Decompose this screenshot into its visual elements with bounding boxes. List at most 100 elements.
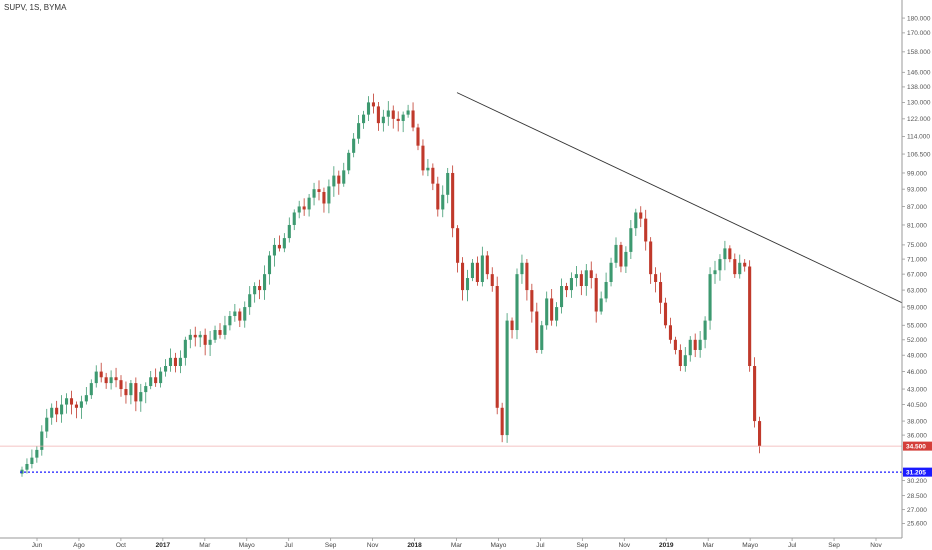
candle-body <box>243 307 247 321</box>
candle-body <box>322 191 326 204</box>
y-tick-label: 87.000 <box>907 204 927 211</box>
candle-body <box>505 320 509 436</box>
candle-body <box>411 110 415 128</box>
candle-body <box>79 401 83 408</box>
candle-body <box>574 274 578 279</box>
candle-body <box>352 138 356 153</box>
candle-body <box>723 248 727 260</box>
candle-body <box>713 270 717 275</box>
candle-body <box>173 357 177 367</box>
candle-body <box>540 325 544 350</box>
y-tick-label: 122.000 <box>907 116 931 123</box>
candle-body <box>119 380 123 390</box>
support-badge <box>903 467 932 477</box>
candle-body <box>94 371 98 384</box>
candle-body <box>703 320 707 340</box>
candle-body <box>421 145 425 171</box>
candle-body <box>297 206 301 213</box>
candle-body <box>69 398 74 405</box>
candles <box>20 93 762 477</box>
candle-body <box>609 262 613 282</box>
x-tick-label: Nov <box>367 542 379 549</box>
y-tick-label: 52.000 <box>907 337 927 344</box>
candle-body <box>733 259 737 275</box>
candle-body <box>248 294 252 308</box>
candle-body <box>688 339 692 356</box>
candle-body <box>357 123 361 139</box>
candle-body <box>436 183 440 210</box>
candle-body <box>233 311 237 317</box>
x-tick-label: 2019 <box>659 542 674 549</box>
candle-body <box>168 357 173 367</box>
y-tick-label: 130.000 <box>907 100 931 107</box>
x-tick-label: Jul <box>285 542 294 549</box>
y-tick-label: 27.000 <box>907 507 927 514</box>
candle-body <box>406 110 410 115</box>
candle-body <box>569 278 573 291</box>
candle-body <box>223 325 227 335</box>
candle-body <box>644 218 648 242</box>
time-axis[interactable]: Jun Ago Oct 2017 Mar Mayo Jul Sep Nov 2018 Mar Mayo… <box>0 537 902 549</box>
candle-body <box>89 383 93 396</box>
candle-body <box>277 244 281 249</box>
candle-body <box>25 463 29 470</box>
candle-body <box>594 278 598 312</box>
candle-body <box>104 377 108 384</box>
candle-body <box>74 404 78 408</box>
candle-body <box>461 262 465 291</box>
candle-body <box>728 248 732 260</box>
candle-body <box>698 339 702 350</box>
candle-body <box>480 255 484 282</box>
symbol-label: SUPV, 1S, BYMA <box>4 3 67 12</box>
x-tick-label: Sep <box>577 542 589 549</box>
candle-body <box>228 316 232 326</box>
candle-body <box>426 167 430 171</box>
price-axis[interactable]: 180.000 170.000 158.000 146.000 138.000 130.0… <box>901 0 932 538</box>
candle-body <box>654 274 658 282</box>
candle-body <box>391 110 395 119</box>
candle-body <box>203 334 207 345</box>
candle-body <box>663 302 668 326</box>
candle-body <box>178 357 182 367</box>
candle-body <box>366 102 371 115</box>
y-tick-label: 67.000 <box>907 271 927 278</box>
candle-body <box>337 175 341 184</box>
candle-body <box>738 262 742 275</box>
candle-body <box>267 255 272 275</box>
candle-body <box>287 224 291 239</box>
candle-body <box>475 262 479 282</box>
candle-body <box>683 355 687 367</box>
y-tick-label: 25.600 <box>907 521 927 528</box>
x-tick-label: Nov <box>619 542 631 549</box>
candle-body <box>144 386 148 393</box>
candle-body <box>584 270 588 287</box>
x-tick-label: Mar <box>199 542 211 549</box>
candle-body <box>416 127 420 146</box>
candle-body <box>317 189 321 192</box>
y-tick-label: 106.500 <box>907 151 931 158</box>
candle-body <box>40 431 44 450</box>
candle-body <box>164 366 168 372</box>
candle-body <box>188 334 192 340</box>
candle-body <box>470 262 474 279</box>
y-tick-label: 170.000 <box>907 30 931 37</box>
candle-body <box>668 325 672 340</box>
y-tick-label: 55.000 <box>907 323 927 330</box>
y-tick-label: 180.000 <box>907 15 931 22</box>
candle-body <box>258 286 262 291</box>
x-tick-label: Mayo <box>490 542 506 549</box>
x-tick-label: Nov <box>870 542 882 549</box>
x-tick-label: Mar <box>703 542 715 549</box>
y-tick-label: 158.000 <box>907 49 931 56</box>
candle-body <box>198 334 202 338</box>
y-tick-label: 146.000 <box>907 70 931 77</box>
candle-body <box>60 404 64 415</box>
y-tick-label: 43.000 <box>907 386 927 393</box>
x-tick-label: Jun <box>32 542 43 549</box>
y-tick-label: 99.000 <box>907 170 927 177</box>
y-tick-label: 59.000 <box>907 304 927 311</box>
candle-body <box>129 383 133 396</box>
trendline[interactable] <box>456 92 903 304</box>
candle-body <box>208 339 212 345</box>
y-tick-label: 81.000 <box>907 222 927 229</box>
